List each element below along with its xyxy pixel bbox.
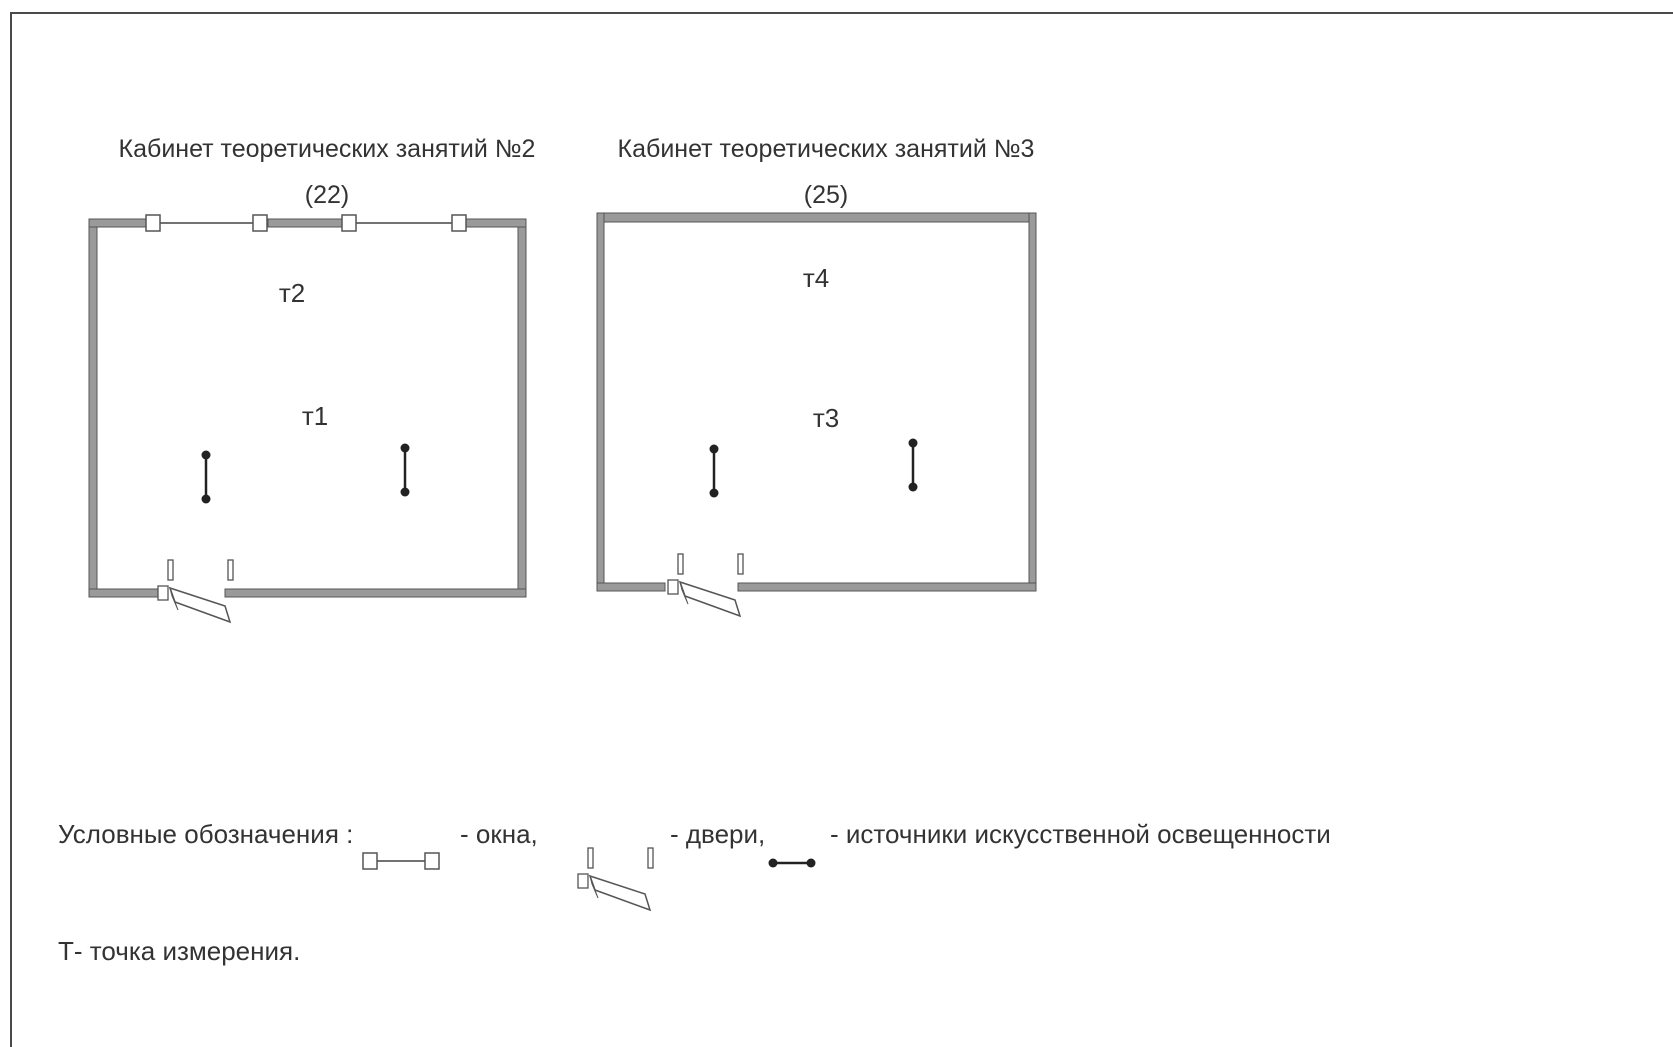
measurement-point-note: Т- точка измерения. xyxy=(58,936,300,966)
room-2-top-wall-right xyxy=(459,218,527,228)
room-3-door xyxy=(667,553,744,617)
room-2-door xyxy=(157,559,234,623)
legend-window-symbol xyxy=(362,852,440,870)
room-3-number: (25) xyxy=(804,181,848,209)
room-3: Кабинет теоретических занятий №3 (25) т4… xyxy=(596,135,1037,617)
room-2-window-1 xyxy=(145,214,268,232)
room-2-lamp-2 xyxy=(399,442,411,498)
room-3-title: Кабинет теоретических занятий №3 xyxy=(618,135,1035,163)
room-2-top-wall-left xyxy=(88,218,150,228)
room-2-bottom-wall-left xyxy=(88,588,160,598)
legend-lights-label: - источники искусственной освещенности xyxy=(830,819,1331,849)
room-2-top-wall-middle xyxy=(267,218,351,228)
room-3-bottom-wall-left xyxy=(596,582,666,592)
legend-heading: Условные обозначения : xyxy=(58,819,353,849)
room-2-lamp-1 xyxy=(200,449,212,505)
room-3-left-wall xyxy=(596,212,605,592)
room-2-window-2 xyxy=(341,214,467,232)
legend-windows-label: - окна, xyxy=(460,819,538,849)
legend: Условные обозначения : - окна, - двери, … xyxy=(58,819,1331,966)
room-2-bottom-wall-right xyxy=(224,588,527,598)
room-3-point-t4: т4 xyxy=(803,263,829,293)
legend-doors-label: - двери, xyxy=(670,819,765,849)
room-3-lamp-1 xyxy=(708,443,720,499)
drawing-sheet xyxy=(10,12,1673,1047)
room-3-top-wall xyxy=(596,212,1037,223)
room-2-title: Кабинет теоретических занятий №2 xyxy=(119,135,536,163)
room-2-point-t2: т2 xyxy=(279,278,305,308)
room-2-point-t1: т1 xyxy=(302,401,328,431)
room-3-right-wall xyxy=(1028,212,1037,592)
room-3-point-t3: т3 xyxy=(813,403,839,433)
room-3-bottom-wall-right xyxy=(737,582,1037,592)
room-2: Кабинет теоретических занятий №2 (22) т2 xyxy=(88,135,536,623)
room-2-number: (22) xyxy=(305,181,349,209)
legend-door-symbol xyxy=(577,847,654,911)
room-3-lamp-2 xyxy=(907,437,919,493)
legend-light-symbol xyxy=(768,858,816,868)
room-2-left-wall xyxy=(88,218,98,598)
room-2-right-wall xyxy=(517,218,527,598)
